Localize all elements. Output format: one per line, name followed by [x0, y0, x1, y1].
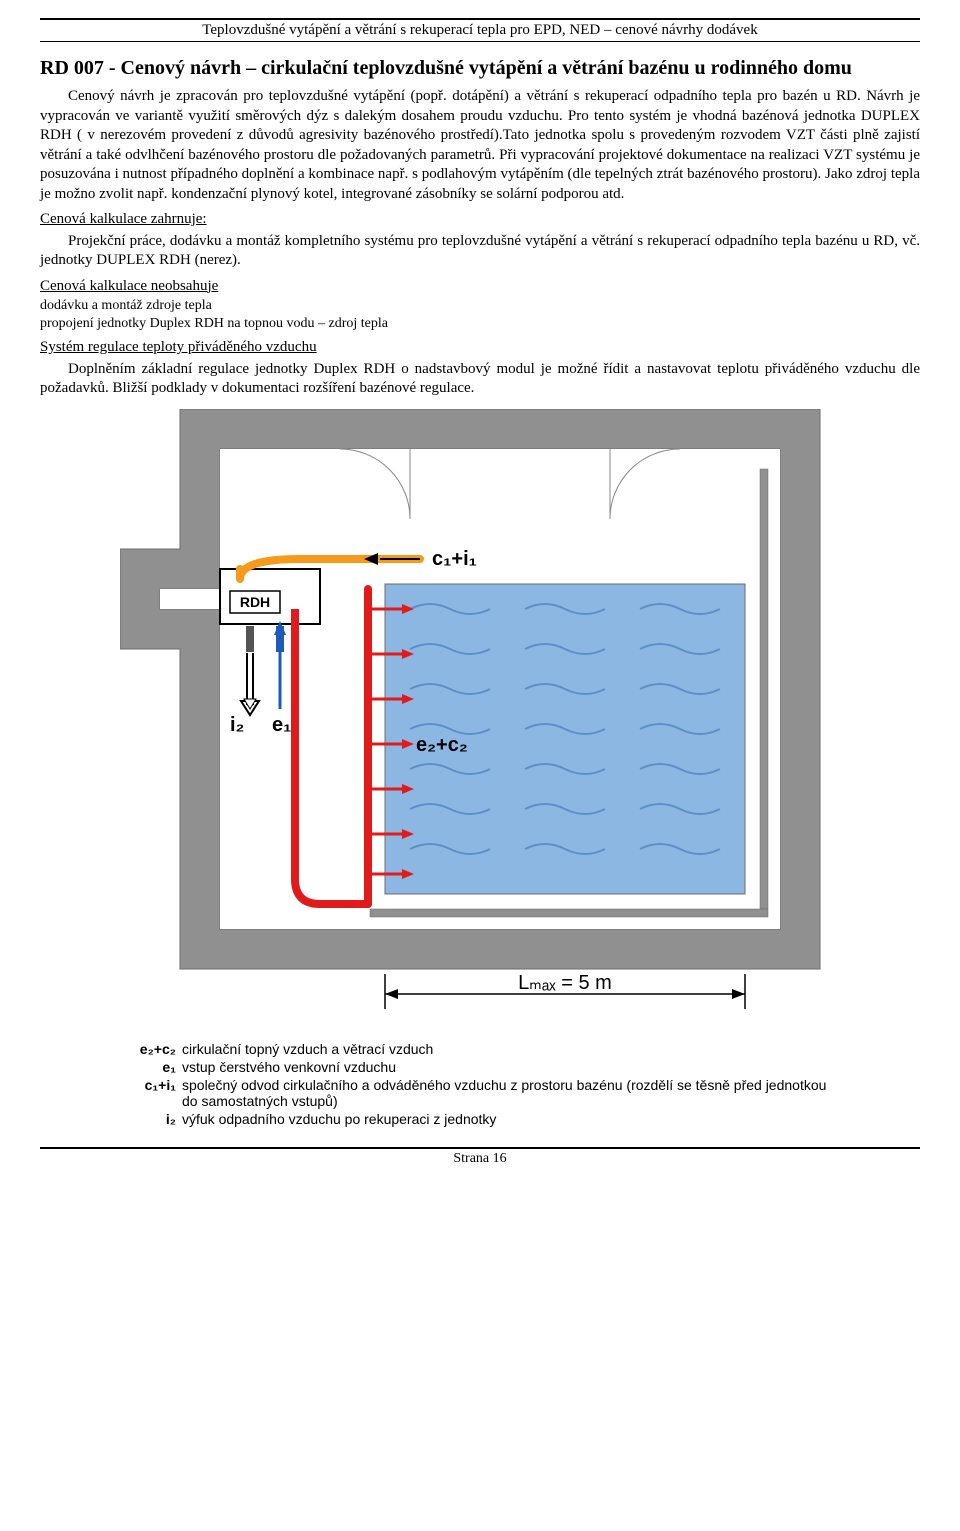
legend-row: e₂+c₂cirkulační topný vzduch a větrací v…: [120, 1041, 840, 1057]
legend-row: e₁vstup čerstvého venkovní vzduchu: [120, 1059, 840, 1075]
section-excludes-title: Cenová kalkulace neobsahuje: [40, 277, 920, 297]
section-includes-body: Projekční práce, dodávku a montáž komple…: [40, 232, 920, 271]
pool-diagram: RDH c₁+i₁ e₂+c₂ e₁ i₂ Lₘₐₓ = 5 m: [120, 409, 840, 1029]
section-regulation-title: Systém regulace teploty přiváděného vzdu…: [40, 338, 920, 358]
legend-row: i₂výfuk odpadního vzduchu po rekuperaci …: [120, 1111, 840, 1127]
svg-text:e₂+c₂: e₂+c₂: [416, 734, 468, 756]
legend-text: vstup čerstvého venkovní vzduchu: [182, 1059, 840, 1075]
legend-text: cirkulační topný vzduch a větrací vzduch: [182, 1041, 840, 1057]
page-title: RD 007 - Cenový návrh – cirkulační teplo…: [40, 56, 920, 81]
legend-text: výfuk odpadního vzduchu po rekuperaci z …: [182, 1111, 840, 1127]
svg-text:RDH: RDH: [240, 594, 270, 610]
legend-text: společný odvod cirkulačního a odváděného…: [182, 1077, 840, 1109]
section-excludes-line1: dodávku a montáž zdroje tepla: [40, 298, 920, 314]
legend-key: e₁: [120, 1059, 182, 1075]
section-regulation-body: Doplněním základní regulace jednotky Dup…: [40, 360, 920, 399]
svg-text:e₁: e₁: [272, 714, 291, 736]
legend-row: c₁+i₁společný odvod cirkulačního a odvád…: [120, 1077, 840, 1109]
svg-text:c₁+i₁: c₁+i₁: [432, 548, 477, 570]
legend-key: c₁+i₁: [120, 1077, 182, 1093]
legend-key: i₂: [120, 1111, 182, 1127]
svg-text:Lₘₐₓ = 5 m: Lₘₐₓ = 5 m: [518, 972, 612, 994]
svg-text:i₂: i₂: [230, 714, 244, 736]
legend-key: e₂+c₂: [120, 1041, 182, 1057]
page-footer: Strana 16: [40, 1151, 920, 1167]
section-excludes-line2: propojení jednotky Duplex RDH na topnou …: [40, 316, 920, 332]
section-includes-title: Cenová kalkulace zahrnuje:: [40, 210, 920, 230]
paragraph-intro: Cenový návrh je zpracován pro teplovzduš…: [40, 87, 920, 204]
page-header: Teplovzdušné vytápění a větrání s rekupe…: [40, 22, 920, 39]
diagram-legend: e₂+c₂cirkulační topný vzduch a větrací v…: [120, 1041, 840, 1127]
